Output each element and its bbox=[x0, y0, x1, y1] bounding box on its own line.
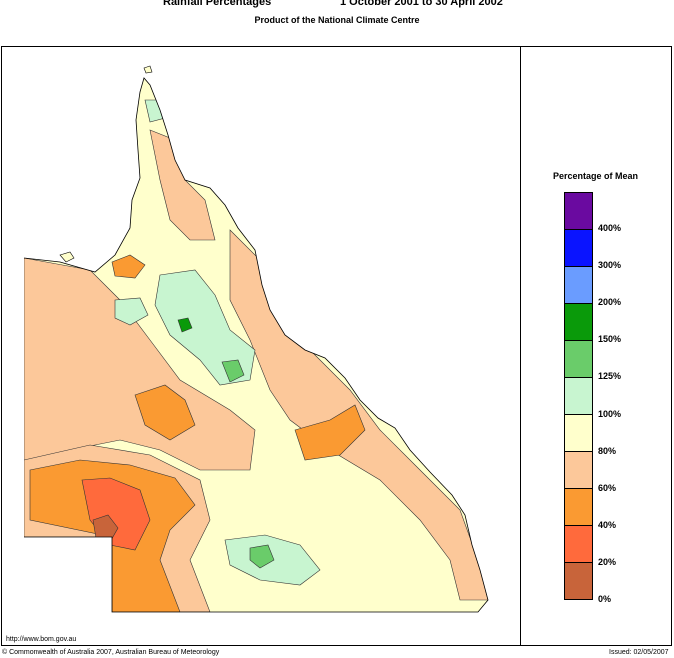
map-subtitle: Product of the National Climate Centre bbox=[254, 15, 420, 25]
zone-40-60-central bbox=[134, 384, 196, 441]
legend-label: 0% bbox=[598, 594, 612, 604]
legend-label: 300% bbox=[598, 260, 622, 271]
map-title: Rainfall Percentages bbox=[163, 0, 272, 8]
legend-swatch bbox=[565, 304, 592, 341]
legend-label: 400% bbox=[598, 223, 622, 234]
legend-title: Percentage of Mean bbox=[553, 171, 639, 181]
zone-125-150-south bbox=[249, 544, 275, 569]
legend-label: 40% bbox=[598, 519, 617, 530]
island-gulf bbox=[59, 251, 75, 263]
zone-40-60-north bbox=[111, 254, 146, 279]
legend-label: 200% bbox=[598, 297, 622, 308]
legend-label: 60% bbox=[598, 482, 617, 493]
legend-label: 125% bbox=[598, 371, 622, 382]
zone-100-125-west bbox=[114, 297, 149, 326]
zone-0-20-southwest bbox=[92, 514, 119, 543]
map-period: 1 October 2001 to 30 April 2002 bbox=[340, 0, 503, 8]
legend-color-bar bbox=[564, 192, 593, 600]
legend-swatch bbox=[565, 230, 592, 267]
legend-swatch bbox=[565, 489, 592, 526]
map-frame bbox=[1, 46, 672, 646]
footer-url[interactable]: http://www.bom.gov.au bbox=[6, 636, 77, 643]
legend-swatch bbox=[565, 563, 592, 599]
legend-swatch bbox=[565, 415, 592, 452]
island-north bbox=[143, 65, 153, 74]
legend-label: 150% bbox=[598, 334, 622, 345]
state-border bbox=[23, 77, 489, 613]
footer-copyright: © Commonwealth of Australia 2007, Austra… bbox=[2, 649, 220, 656]
legend-label: 80% bbox=[598, 445, 617, 456]
legend-swatch bbox=[565, 526, 592, 563]
footer-issued: Issued: 02/05/2007 bbox=[609, 649, 669, 656]
legend-label: 100% bbox=[598, 408, 622, 419]
legend-divider bbox=[520, 46, 521, 646]
legend-swatch bbox=[565, 193, 592, 230]
legend-swatch bbox=[565, 452, 592, 489]
legend-swatch bbox=[565, 378, 592, 415]
legend-swatch bbox=[565, 341, 592, 378]
zone-150-200-central bbox=[177, 317, 193, 333]
zone-40-60-east bbox=[294, 404, 366, 461]
legend-swatch bbox=[565, 267, 592, 304]
zone-100-125-central bbox=[154, 269, 256, 386]
zone-125-150-central bbox=[221, 359, 245, 383]
zone-20-40-southwest bbox=[81, 477, 151, 551]
legend-label: 20% bbox=[598, 556, 617, 567]
